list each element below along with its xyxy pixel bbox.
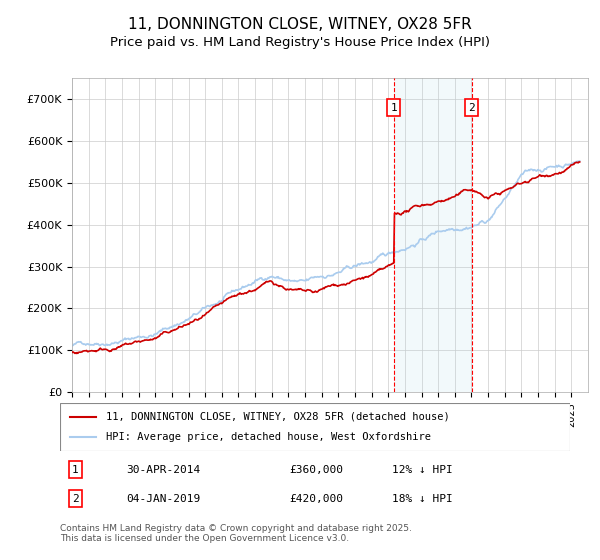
Text: Contains HM Land Registry data © Crown copyright and database right 2025.
This d: Contains HM Land Registry data © Crown c… — [60, 524, 412, 543]
Text: 04-JAN-2019: 04-JAN-2019 — [127, 494, 200, 503]
Text: HPI: Average price, detached house, West Oxfordshire: HPI: Average price, detached house, West… — [106, 432, 431, 442]
FancyBboxPatch shape — [60, 403, 570, 451]
Text: 11, DONNINGTON CLOSE, WITNEY, OX28 5FR (detached house): 11, DONNINGTON CLOSE, WITNEY, OX28 5FR (… — [106, 412, 449, 422]
Text: 11, DONNINGTON CLOSE, WITNEY, OX28 5FR: 11, DONNINGTON CLOSE, WITNEY, OX28 5FR — [128, 17, 472, 32]
Bar — [394, 78, 472, 392]
Text: £420,000: £420,000 — [290, 494, 343, 503]
Text: 1: 1 — [391, 102, 397, 113]
Text: 30-APR-2014: 30-APR-2014 — [127, 465, 200, 475]
Text: 1: 1 — [72, 465, 79, 475]
Text: Price paid vs. HM Land Registry's House Price Index (HPI): Price paid vs. HM Land Registry's House … — [110, 36, 490, 49]
Text: 18% ↓ HPI: 18% ↓ HPI — [392, 494, 452, 503]
Text: 12% ↓ HPI: 12% ↓ HPI — [392, 465, 452, 475]
Text: 2: 2 — [72, 494, 79, 503]
Text: £360,000: £360,000 — [290, 465, 343, 475]
Text: 2: 2 — [468, 102, 475, 113]
